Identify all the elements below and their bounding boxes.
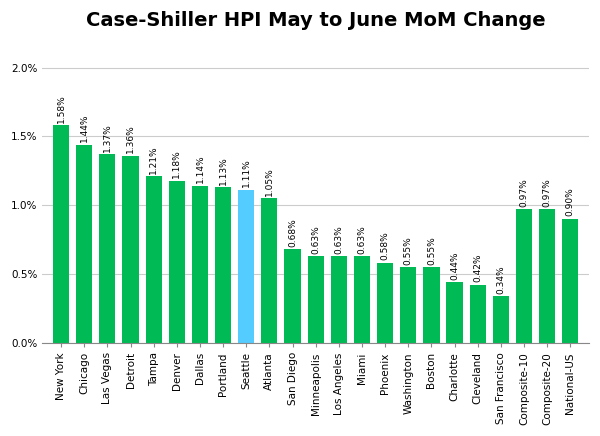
Text: 0.34%: 0.34%: [496, 265, 505, 293]
Text: 0.42%: 0.42%: [473, 254, 482, 283]
Text: 1.18%: 1.18%: [172, 149, 181, 178]
Bar: [308, 256, 324, 343]
Title: Case-Shiller HPI May to June MoM Change: Case-Shiller HPI May to June MoM Change: [86, 11, 545, 30]
Text: 0.63%: 0.63%: [358, 225, 367, 254]
Text: 0.55%: 0.55%: [404, 236, 413, 265]
Bar: [169, 181, 185, 343]
Bar: [122, 156, 139, 343]
Bar: [261, 198, 277, 343]
Bar: [354, 256, 370, 343]
Text: 1.21%: 1.21%: [149, 145, 158, 174]
Text: 0.63%: 0.63%: [334, 225, 343, 254]
Bar: [424, 267, 440, 343]
Bar: [516, 209, 532, 343]
Bar: [238, 190, 254, 343]
Bar: [215, 187, 231, 343]
Text: 1.11%: 1.11%: [242, 159, 251, 187]
Bar: [99, 154, 115, 343]
Bar: [331, 256, 347, 343]
Bar: [493, 296, 509, 343]
Text: 1.58%: 1.58%: [56, 94, 65, 123]
Text: 1.13%: 1.13%: [218, 156, 227, 185]
Bar: [446, 283, 463, 343]
Bar: [470, 285, 486, 343]
Bar: [76, 145, 92, 343]
Bar: [539, 209, 555, 343]
Bar: [53, 126, 69, 343]
Text: 0.55%: 0.55%: [427, 236, 436, 265]
Bar: [400, 267, 416, 343]
Text: 0.44%: 0.44%: [450, 251, 459, 280]
Bar: [562, 219, 578, 343]
Text: 1.36%: 1.36%: [126, 124, 135, 153]
Bar: [192, 186, 208, 343]
Text: 0.97%: 0.97%: [520, 178, 529, 207]
Text: 1.44%: 1.44%: [80, 113, 89, 142]
Text: 1.05%: 1.05%: [265, 167, 274, 196]
Text: 0.97%: 0.97%: [542, 178, 551, 207]
Text: 1.14%: 1.14%: [196, 155, 205, 183]
Bar: [284, 249, 301, 343]
Text: 0.63%: 0.63%: [311, 225, 320, 254]
Text: 0.68%: 0.68%: [288, 218, 297, 247]
Text: 1.37%: 1.37%: [103, 123, 112, 152]
Bar: [146, 177, 162, 343]
Bar: [377, 263, 393, 343]
Text: 0.58%: 0.58%: [380, 232, 389, 260]
Text: 0.90%: 0.90%: [566, 187, 575, 216]
